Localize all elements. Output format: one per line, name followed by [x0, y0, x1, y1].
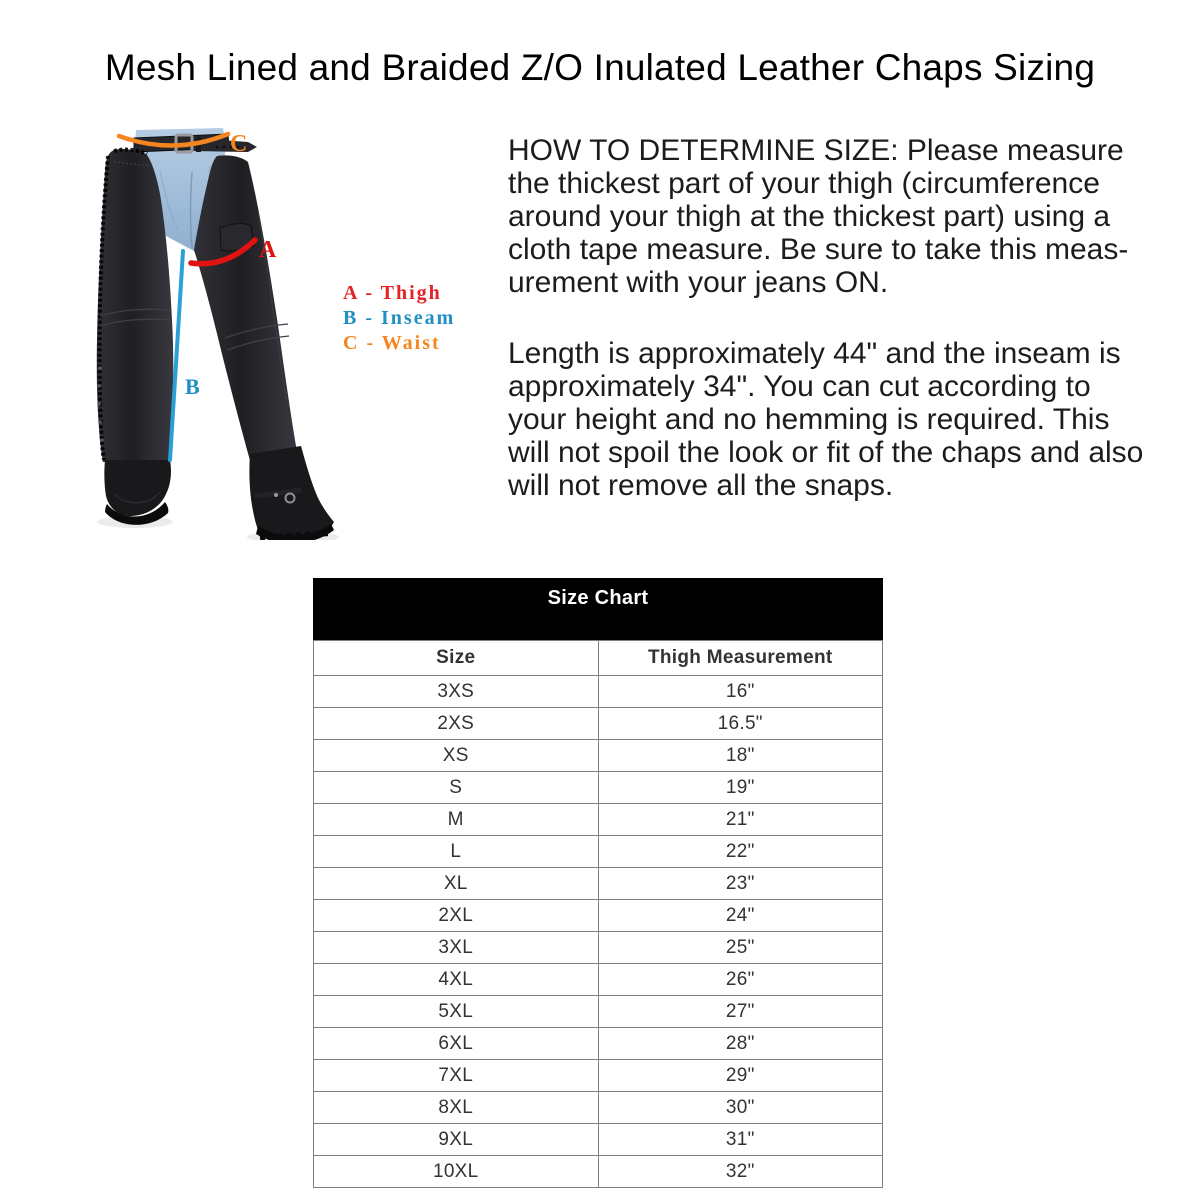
size-row: M 21" [313, 803, 883, 836]
size-cell: 16.5" [597, 707, 883, 740]
thigh-pocket-flap [219, 223, 255, 252]
size-row: XL 23" [313, 867, 883, 900]
size-row: 10XL 32" [313, 1155, 883, 1188]
size-chart: Size Chart Size Thigh Measurement 3XS 16"… [313, 578, 883, 1188]
size-cell: 22" [597, 835, 883, 868]
right-chap-leg [194, 155, 299, 464]
marker-a-thigh: A [259, 237, 277, 263]
size-cell: 32" [597, 1155, 883, 1188]
size-cell: 25" [597, 931, 883, 964]
size-row: 9XL 31" [313, 1123, 883, 1156]
waist-measure-line [116, 131, 231, 148]
boot-harness [253, 487, 303, 499]
size-row: 3XS 16" [313, 675, 883, 708]
size-cell: 5XL [313, 995, 599, 1028]
size-row: S 19" [313, 771, 883, 804]
size-cell: 2XL [313, 899, 599, 932]
marker-b-inseam: B [185, 374, 200, 399]
size-cell: 4XL [313, 963, 599, 996]
size-chart-title: Size Chart [313, 578, 883, 640]
size-cell: 27" [597, 995, 883, 1028]
size-chart-body: 3XS 16" 2XS 16.5" XS 18" S 19" M 21" L 22" XL 23" 2XL 2… [313, 675, 883, 1188]
size-row: 5XL 27" [313, 995, 883, 1028]
how-to-determine-size-paragraph: HOW TO DETERMINE SIZE: Please measure th… [508, 134, 1129, 299]
size-row: 3XL 25" [313, 931, 883, 964]
size-cell: 24" [597, 899, 883, 932]
size-cell: 8XL [313, 1091, 599, 1124]
size-row: XS 18" [313, 739, 883, 772]
harness-ring [284, 492, 296, 504]
chaps-figure: A B C [90, 110, 350, 544]
size-row: 2XS 16.5" [313, 707, 883, 740]
thigh-measure-line [188, 237, 258, 267]
size-cell: 16" [597, 675, 883, 708]
left-chap-leg [96, 147, 174, 463]
measurement-legend: A - Thigh B - Inseam C - Waist [343, 281, 455, 356]
size-row: 8XL 30" [313, 1091, 883, 1124]
size-cell: 31" [597, 1123, 883, 1156]
size-cell: 7XL [313, 1059, 599, 1092]
size-cell: 3XL [313, 931, 599, 964]
size-cell: XL [313, 867, 599, 900]
size-row: 6XL 28" [313, 1027, 883, 1060]
size-cell: 23" [597, 867, 883, 900]
marker-c-waist: C [230, 131, 247, 157]
right-boot [249, 446, 334, 544]
page-title: Mesh Lined and Braided Z/O Inulated Leat… [104, 46, 1096, 88]
size-cell: 10XL [313, 1155, 599, 1188]
size-cell: 30" [597, 1091, 883, 1124]
size-cell: 3XS [313, 675, 599, 708]
size-chart-header-row: Size Thigh Measurement [313, 640, 883, 676]
size-row: 2XL 24" [313, 899, 883, 932]
size-cell: 9XL [313, 1123, 599, 1156]
column-header-size: Size [313, 640, 599, 676]
size-cell: 29" [597, 1059, 883, 1092]
size-chart-table: Size Thigh Measurement 3XS 16" 2XS 16.5" XS 1… [313, 640, 883, 1188]
legend-item-waist: C - Waist [343, 332, 441, 354]
size-cell: 2XS [313, 707, 599, 740]
size-cell: 21" [597, 803, 883, 836]
size-cell: S [313, 771, 599, 804]
length-inseam-paragraph: Length is approximately 44" and the inse… [508, 337, 1144, 502]
size-cell: 28" [597, 1027, 883, 1060]
size-row: 4XL 26" [313, 963, 883, 996]
size-cell: M [313, 803, 599, 836]
size-cell: XS [313, 739, 599, 772]
legend-item-inseam: B - Inseam [343, 307, 456, 329]
size-row: L 22" [313, 835, 883, 868]
legend-item-thigh: A - Thigh [343, 282, 442, 304]
size-row: 7XL 29" [313, 1059, 883, 1092]
left-boot [104, 460, 171, 525]
size-cell: 6XL [313, 1027, 599, 1060]
chaps-illustration: A B C [96, 128, 339, 544]
size-cell: 26" [597, 963, 883, 996]
size-cell: L [313, 835, 599, 868]
inseam-measure-line [168, 249, 185, 462]
size-cell: 19" [597, 771, 883, 804]
braid-trim [97, 155, 110, 461]
column-header-thigh-measurement: Thigh Measurement [597, 640, 883, 676]
size-cell: 18" [597, 739, 883, 772]
sizing-instructions: HOW TO DETERMINE SIZE: Please measure th… [508, 134, 1168, 540]
